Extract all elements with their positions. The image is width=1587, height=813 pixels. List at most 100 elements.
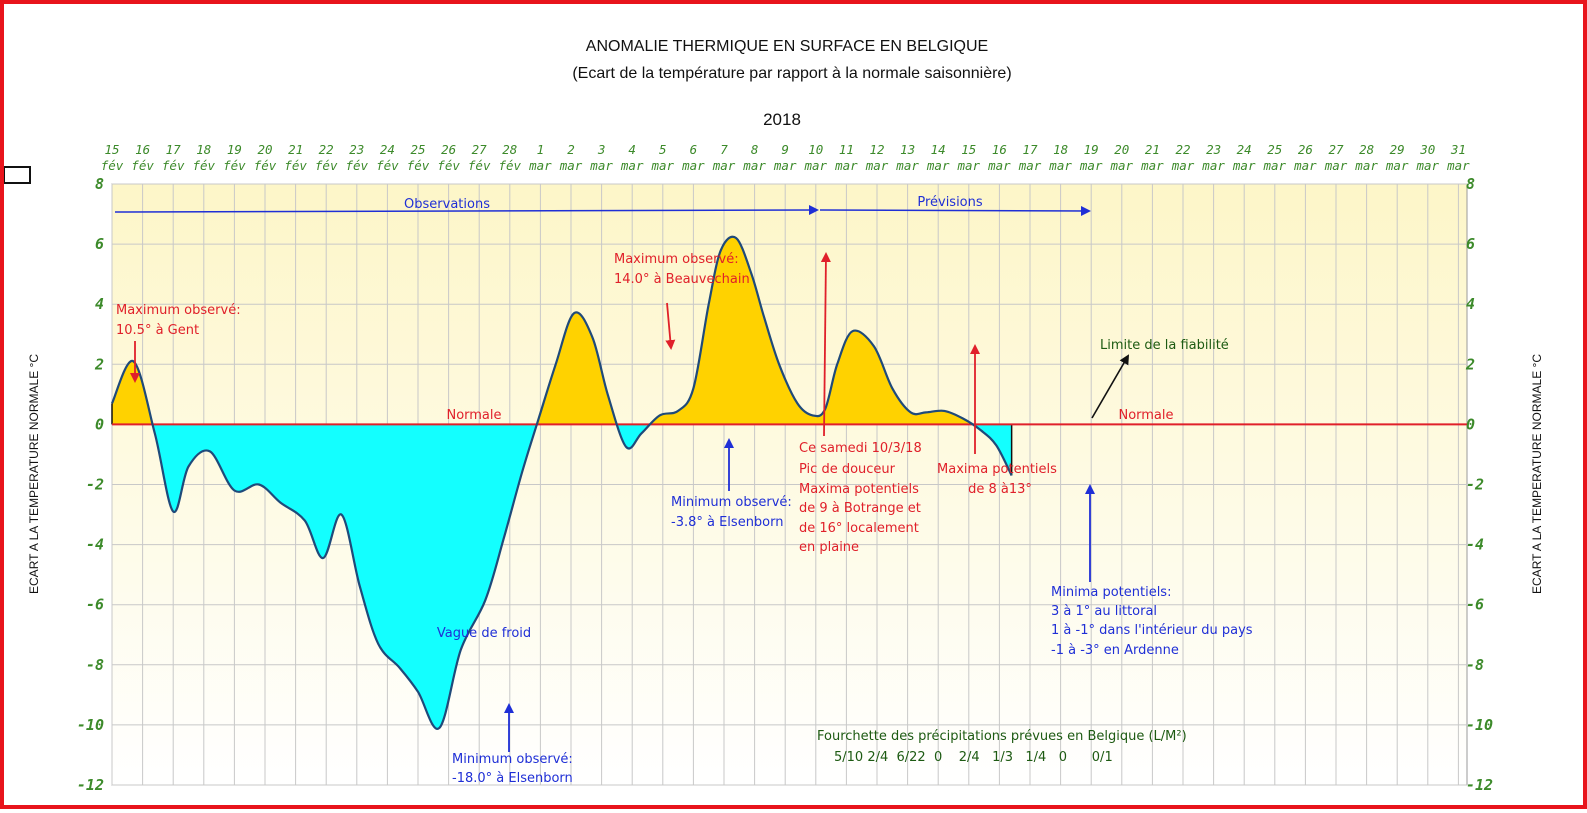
- x-tick-day: 14: [931, 142, 946, 157]
- x-tick-day: 9: [781, 142, 789, 157]
- x-tick-month: fév: [223, 158, 246, 173]
- x-tick-day: 10: [808, 142, 823, 157]
- x-tick-month: fév: [162, 158, 185, 173]
- x-tick-day: 6: [690, 142, 698, 157]
- x-tick-day: 26: [1298, 142, 1313, 157]
- annotation-max2-line2: 14.0° à Beauvechain: [614, 272, 750, 287]
- annotation-minpot-line2: 3 à 1° au littoral: [1051, 604, 1157, 619]
- annotation-minpot-line1: Minima potentiels:: [1051, 585, 1171, 600]
- annotation-minpot-line3: 1 à -1° dans l'intérieur du pays: [1051, 623, 1253, 638]
- x-tick-month: mar: [1416, 158, 1440, 173]
- y-tick-right: -6: [1466, 596, 1484, 614]
- x-tick-month: mar: [1140, 158, 1164, 173]
- x-tick-day: 21: [1145, 142, 1160, 157]
- x-tick-day: 28: [502, 142, 517, 157]
- y-tick-left: -10: [77, 716, 104, 734]
- annotation-peak-line2: Pic de douceur: [799, 462, 896, 477]
- x-tick-day: 20: [1114, 142, 1129, 157]
- x-tick-day: 15: [104, 142, 119, 157]
- x-tick-day: 22: [319, 142, 334, 157]
- normal-label-left: Normale: [446, 408, 501, 423]
- annotation-max1-line2: 10.5° à Gent: [116, 323, 199, 338]
- x-tick-day: 20: [257, 142, 272, 157]
- annotation-peak-line5: de 16° localement: [799, 521, 919, 536]
- annotation-min1-line2: -3.8° à Elsenborn: [671, 515, 784, 530]
- y-tick-right: 8: [1466, 175, 1475, 193]
- x-tick-day: 27: [472, 142, 488, 157]
- x-tick-month: mar: [987, 158, 1011, 173]
- x-tick-day: 17: [1022, 142, 1038, 157]
- y-axis-label-right: ECART A LA TEMPERATURE NORMALE °C: [1530, 354, 1544, 594]
- x-tick-month: mar: [712, 158, 736, 173]
- positive-anomaly-area: [112, 236, 973, 424]
- x-tick-month: fév: [376, 158, 399, 173]
- x-tick-day: 23: [1206, 142, 1221, 157]
- annotation-min2-line1: Minimum observé:: [452, 752, 573, 767]
- y-tick-right: -12: [1466, 776, 1493, 794]
- chart-title: ANOMALIE THERMIQUE EN SURFACE EN BELGIQU…: [586, 38, 988, 55]
- x-tick-day: 7: [720, 142, 728, 157]
- annotation-maxpot-line2: de 8 à13°: [968, 482, 1032, 497]
- y-tick-right: 0: [1466, 415, 1475, 433]
- x-tick-month: mar: [773, 158, 797, 173]
- y-tick-right: -4: [1466, 536, 1484, 554]
- anomaly-curve: [110, 235, 1013, 730]
- previsions-arrow: [819, 205, 1091, 216]
- y-tick-right: -8: [1466, 656, 1484, 674]
- x-tick-month: fév: [284, 158, 307, 173]
- x-tick-day: 13: [900, 142, 915, 157]
- x-tick-day: 19: [1084, 142, 1099, 157]
- annotation-max2-line1: Maximum observé:: [614, 252, 739, 267]
- x-tick-day: 3: [597, 142, 606, 157]
- x-tick-day: 5: [659, 142, 667, 157]
- x-tick-month: mar: [589, 158, 613, 173]
- x-tick-month: mar: [926, 158, 950, 173]
- x-tick-month: mar: [834, 158, 858, 173]
- x-tick-day: 25: [1267, 142, 1282, 157]
- annotation-max2-arrow: [665, 302, 676, 350]
- x-tick-day: 18: [196, 142, 211, 157]
- x-tick-month: mar: [1446, 158, 1470, 173]
- x-tick-month: fév: [407, 158, 430, 173]
- x-tick-month: mar: [865, 158, 889, 173]
- legend-key-icon: [4, 166, 31, 184]
- x-tick-day: 2: [567, 142, 575, 157]
- annotation-max1-line1: Maximum observé:: [116, 303, 241, 318]
- anomaly-chart: ANOMALIE THERMIQUE EN SURFACE EN BELGIQU…: [4, 38, 1544, 794]
- x-axis-ticks: 15fév16fév17fév18fév19fév20fév21fév22fév…: [101, 142, 1470, 173]
- annotation-peak-line6: en plaine: [799, 540, 859, 555]
- x-tick-day: 1: [537, 142, 545, 157]
- y-tick-left: -12: [77, 776, 104, 794]
- x-tick-month: fév: [468, 158, 491, 173]
- x-tick-day: 30: [1419, 142, 1435, 157]
- y-axis-ticks: 8 8 6 6 4 4 2 2 0 0 -2 -2 -4 -4 -6 -6 -8 -8 -10 -10 -12 -12: [77, 175, 1493, 794]
- x-tick-day: 26: [441, 142, 456, 157]
- annotation-reliability-arrow: [1091, 354, 1130, 419]
- x-tick-day: 23: [349, 142, 364, 157]
- annotation-minpot-line4: -1 à -3° en Ardenne: [1051, 643, 1179, 658]
- y-tick-left: 2: [94, 355, 104, 373]
- observations-label: Observations: [404, 197, 490, 212]
- x-tick-month: mar: [620, 158, 644, 173]
- x-tick-month: mar: [742, 158, 766, 173]
- x-tick-month: mar: [1171, 158, 1195, 173]
- x-tick-day: 16: [135, 142, 150, 157]
- x-tick-month: mar: [1385, 158, 1409, 173]
- x-tick-month: mar: [651, 158, 675, 173]
- precipitation-values: 5/10 2/4 6/22 0 2/4 1/3 1/4 0 0/1: [834, 750, 1113, 765]
- x-tick-month: fév: [315, 158, 338, 173]
- x-tick-month: fév: [499, 158, 522, 173]
- x-tick-month: mar: [528, 158, 552, 173]
- y-axis-label-left: ECART A LA TEMPERATURE NORMALE °C: [27, 354, 41, 594]
- y-tick-right: -10: [1466, 716, 1493, 734]
- x-tick-month: mar: [1079, 158, 1103, 173]
- y-tick-right: 4: [1466, 295, 1475, 313]
- y-tick-left: -2: [86, 476, 104, 494]
- x-tick-day: 31: [1450, 142, 1466, 157]
- anomaly-areas: [110, 235, 1467, 730]
- x-tick-day: 28: [1359, 142, 1374, 157]
- y-tick-left: 6: [95, 235, 104, 253]
- annotation-maxpot-line1: Maxima potentiels: [937, 462, 1057, 477]
- annotation-reliability: Limite de la fiabilité: [1100, 338, 1229, 353]
